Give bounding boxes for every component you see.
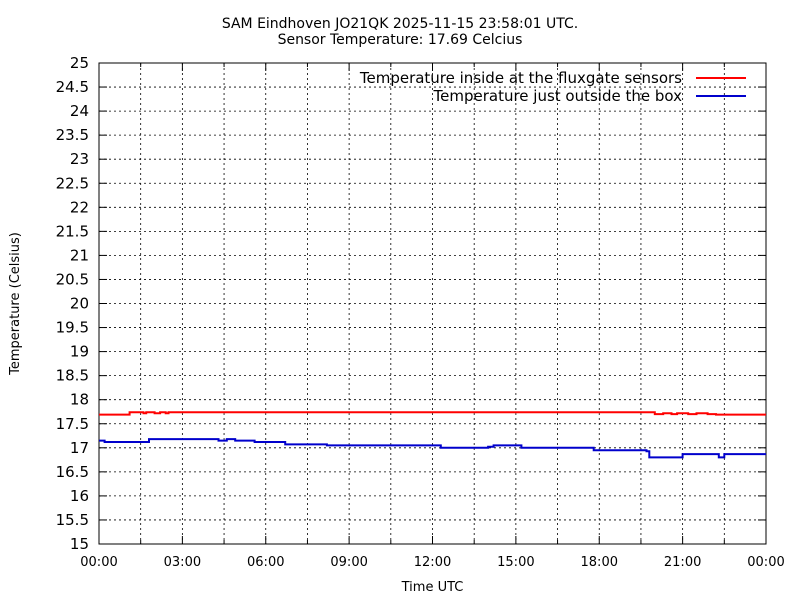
x-tick-label: 00:00 [747, 555, 784, 570]
x-tick-label: 00:00 [80, 555, 117, 570]
grid-layer [99, 63, 766, 544]
y-tick-label: 18.5 [56, 367, 89, 385]
y-tick-label: 24.5 [56, 78, 89, 96]
y-tick-label: 23.5 [56, 126, 89, 144]
x-tick-label: 09:00 [330, 555, 367, 570]
y-tick-label: 23 [70, 150, 89, 168]
series-layer [99, 411, 766, 459]
y-tick-label: 21.5 [56, 222, 89, 240]
x-tick-label: 06:00 [247, 555, 284, 570]
x-tick-label: 18:00 [581, 555, 618, 570]
y-tick-label: 20.5 [56, 270, 89, 288]
y-tick-label: 18 [70, 391, 89, 409]
x-tick-label: 15:00 [497, 555, 534, 570]
y-axis: 15 15.5 16 16.5 17 17.5 18 18.5 19 19.5 20 20.5 21 21… [56, 54, 766, 553]
x-tick-label: 21:00 [664, 555, 701, 570]
y-tick-label: 15.5 [56, 511, 89, 529]
y-tick-label: 22 [70, 198, 89, 216]
y-tick-label: 17.5 [56, 415, 89, 433]
series-line-2 [99, 438, 766, 459]
legend: Temperature inside at the fluxgate senso… [359, 69, 746, 105]
x-axis-label: Time UTC [401, 580, 464, 595]
y-tick-label: 17 [70, 439, 89, 457]
y-tick-label: 19 [70, 343, 89, 361]
y-axis-label: Temperature (Celsius) [8, 232, 23, 376]
x-tick-label: 03:00 [164, 555, 201, 570]
chart-title: SAM Eindhoven JO21QK 2025-11-15 23:58:01… [221, 16, 579, 32]
y-tick-label: 16.5 [56, 463, 89, 481]
y-tick-label: 19.5 [56, 319, 89, 337]
y-tick-label: 15 [70, 535, 89, 553]
x-tick-label: 12:00 [414, 555, 451, 570]
chart-subtitle: Sensor Temperature: 17.69 Celcius [277, 32, 523, 48]
y-tick-label: 24 [70, 102, 89, 120]
x-axis: 00:00 03:00 06:00 09:00 12:00 15:00 18:00 21:00… [80, 63, 785, 570]
legend-label-1: Temperature inside at the fluxgate senso… [359, 69, 682, 87]
y-tick-label: 20 [70, 295, 89, 313]
y-tick-label: 25 [70, 54, 89, 72]
y-tick-label: 16 [70, 487, 89, 505]
y-tick-label: 21 [70, 246, 89, 264]
legend-label-2: Temperature just outside the box [433, 87, 683, 105]
series-line-1 [99, 411, 766, 416]
y-tick-label: 22.5 [56, 174, 89, 192]
